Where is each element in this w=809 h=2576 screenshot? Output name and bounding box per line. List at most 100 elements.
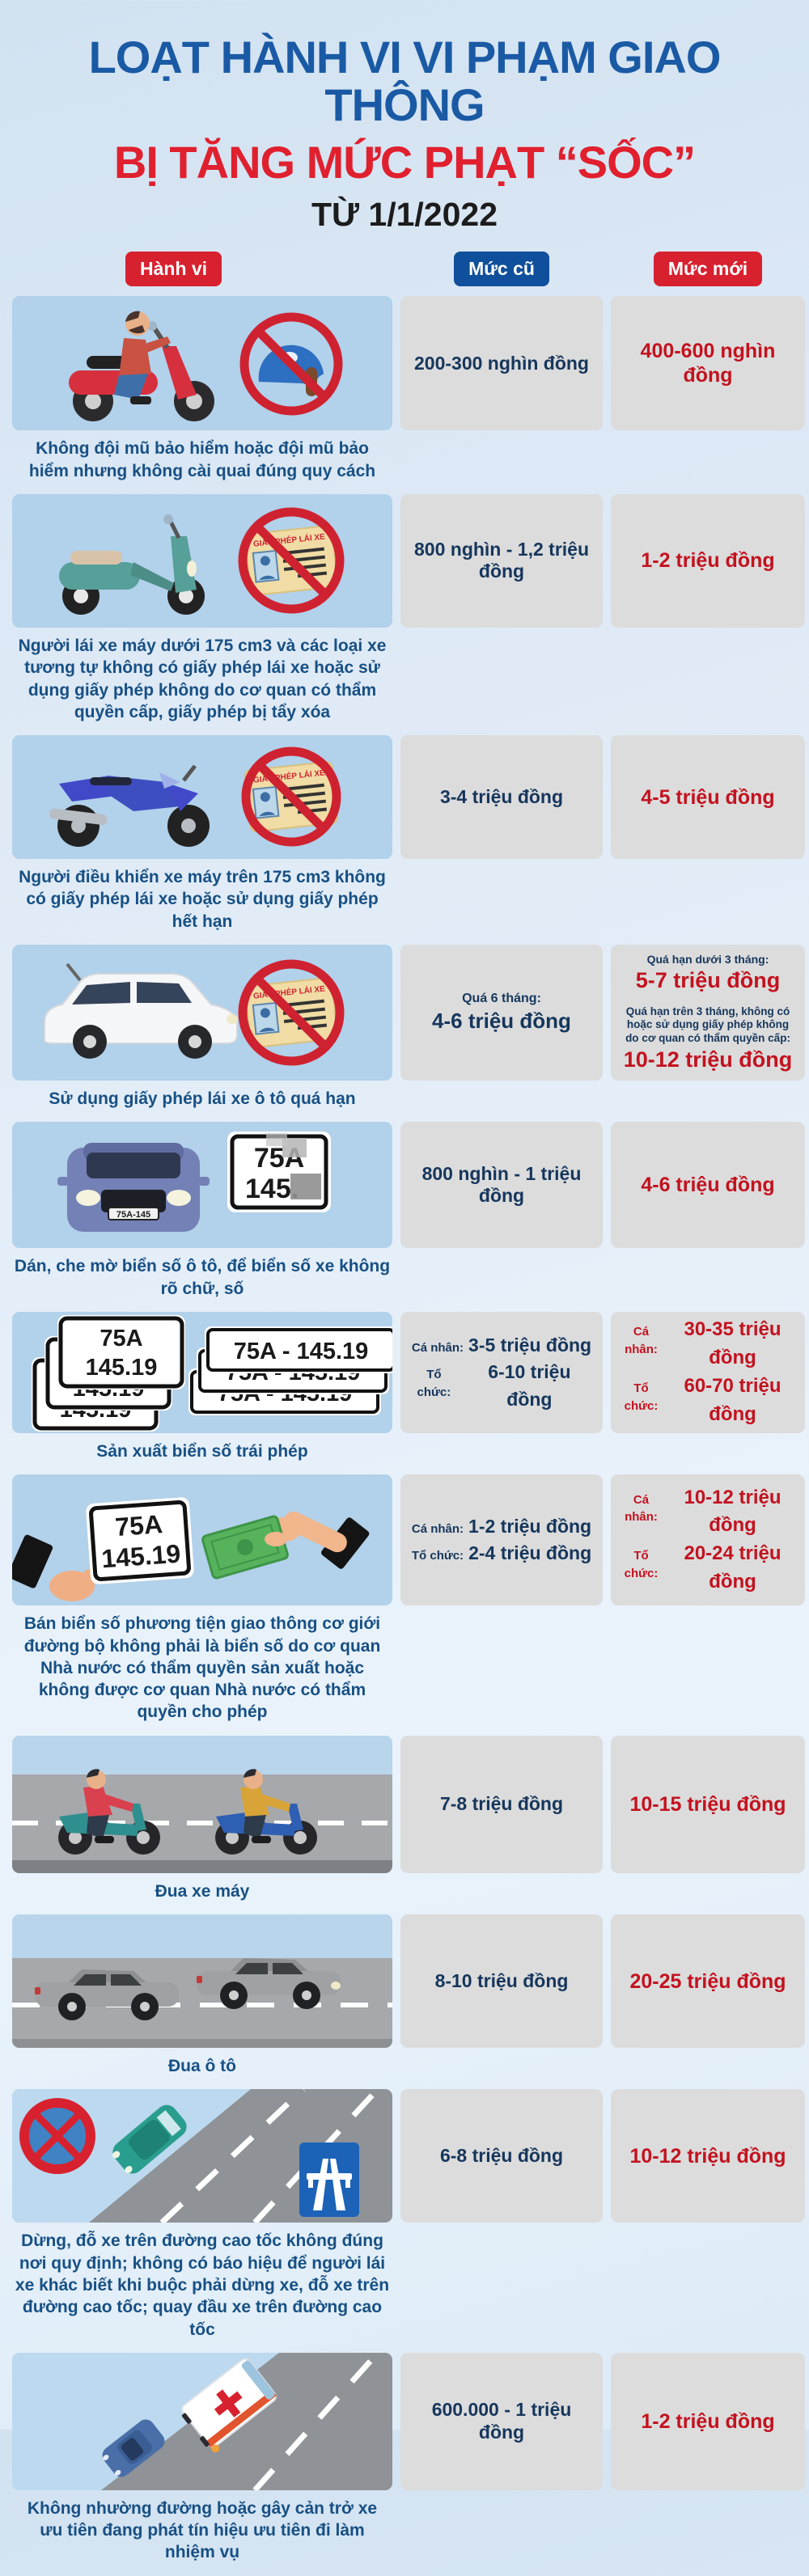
page-title-line2: BỊ TĂNG MỨC PHẠT “SỐC” [113,136,696,188]
plate-smudge [290,1174,321,1200]
new-fine-cell: 20-25 triệu đồng [611,1914,805,2049]
old-fine-cell: 600.000 - 1 triệu đồng [400,2352,603,2490]
old-fine-cell: Cá nhân: 1-2 triệu đồng Tổ chức: 2-4 tri… [400,1474,603,1606]
no-license-motorbike-illustration: GIẤY PHÉP LÁI XE [12,735,392,860]
new-fine-value: 10-12 triệu đồng [623,1047,793,1072]
new-fine-value: 1-2 triệu đồng [641,2409,775,2433]
racing-motorbikes-icon [12,1735,392,1873]
new-fine-case: Tổ chức: 60-70 triệu đồng [619,1373,797,1429]
new-fine-value: 1-2 triệu đồng [641,549,775,573]
new-fine-condition: Quá hạn dưới 3 tháng: [646,952,769,966]
page-title-date: TỪ 1/1/2022 [311,196,498,234]
plate-text: 75A [114,1509,163,1542]
sportbike-no-license-icon: GIẤY PHÉP LÁI XE [49,747,341,848]
plate-text: 75A - 145.19 [234,1339,369,1364]
table-row: 6-8 triệu đồng 10-12 triệu đồng Dừng, đỗ… [12,2089,809,2352]
case-label: Tổ chức: [624,1549,659,1580]
old-fine-value: 6-8 triệu đồng [439,2145,564,2167]
bumper-plate-text: 75A-145 [116,1210,150,1220]
new-fine-condition: Quá hạn trên 3 tháng, không có hoặc sử d… [625,1005,790,1045]
new-fine-cell: 10-15 triệu đồng [611,1735,805,1873]
violation-caption: Người lái xe máy dưới 175 cm3 và các loạ… [18,636,387,721]
new-fine-cell: 4-6 triệu đồng [611,1122,805,1249]
no-helmet-illustration [12,296,392,431]
case-value: 6-10 triệu đồng [488,1361,571,1410]
case-label: Cá nhân: [411,1340,464,1355]
violation-caption: Đua xe máy [155,1881,250,1901]
case-value: 2-4 triệu đồng [468,1542,592,1564]
table-row: GIẤY PHÉP LÁI XE Quá 6 tháng: 4-6 triệu … [12,945,809,1122]
new-fine-value: 20-25 triệu đồng [629,1969,786,1993]
old-fine-case: Tổ chức: 2-4 triệu đồng [412,1540,591,1567]
case-label: Cá nhân: [411,1521,464,1536]
old-fine-cell: 7-8 triệu đồng [400,1735,603,1873]
new-fine-case: Cá nhân: 10-12 triệu đồng [619,1484,797,1541]
table-row: 7-8 triệu đồng 10-15 triệu đồng Đua xe m… [12,1735,809,1914]
violation-caption: Đua ô tô [168,2057,236,2076]
new-fine-case: Cá nhân: 30-35 triệu đồng [619,1316,797,1373]
ambulance-icon [181,2358,277,2453]
case-label: Cá nhân: [625,1325,658,1357]
new-fine-cell: 4-5 triệu đồng [611,735,805,860]
old-fine-cell: 8-10 triệu đồng [400,1914,603,2049]
case-value: 20-24 triệu đồng [684,1542,781,1593]
old-fine-cell: Cá nhân: 3-5 triệu đồng Tổ chức: 6-10 tr… [400,1311,603,1433]
old-fine-value: 600.000 - 1 triệu đồng [431,2399,572,2443]
old-fine-case: Cá nhân: 3-5 triệu đồng [412,1332,591,1359]
plate-text: 75A [100,1326,142,1351]
table-row: GIẤY PHÉP LÁI XE 3-4 triệu đồng 4-5 triệ… [12,735,809,945]
case-value: 1-2 triệu đồng [468,1515,592,1537]
old-fine-cell: 800 nghìn - 1,2 triệu đồng [400,493,603,628]
table-row: 8-10 triệu đồng 20-25 triệu đồng Đua ô t… [12,1914,809,2089]
new-fine-cell: 1-2 triệu đồng [611,493,805,628]
case-label: Cá nhân: [625,1492,658,1525]
violation-caption: Không nhường đường hoặc gây cản trở xe ư… [27,2498,378,2562]
new-fine-case: Tổ chức: 20-24 triệu đồng [619,1540,797,1597]
new-fine-value: 4-5 triệu đồng [641,785,775,809]
table-row: 75A 145.19 75A 145.19 75A 145.19 [12,1311,809,1474]
scooter-rider-no-helmet-icon [69,311,343,422]
new-fine-cell: 10-12 triệu đồng [611,2089,805,2223]
page-title-line1: LOẠT HÀNH VI VI PHẠM GIAO THÔNG [88,32,722,130]
column-header-behavior: Hành vi [125,252,222,287]
plate-text: 145.19 [100,1539,181,1574]
violation-caption: Không đội mũ bảo hiểm hoặc đội mũ bảo hi… [28,439,376,480]
expired-license-car-illustration: GIẤY PHÉP LÁI XE [12,945,392,1081]
table-row: 75A-145 75A 145. 800 nghìn - 1 triệu đồn… [12,1122,809,1312]
table-row: 75A 145.19 Cá nhân: 1-2 triệu đồng [12,1474,809,1735]
violation-caption: Sản xuất biển số trái phép [96,1441,308,1461]
racing-cars-icon [12,1914,392,2049]
old-fine-condition: Quá 6 tháng: [462,992,541,1006]
table-row: 200-300 nghìn đồng 400-600 nghìn đồng Kh… [12,296,809,494]
old-fine-value: 800 nghìn - 1 triệu đồng [421,1162,582,1207]
new-fine-value: 400-600 nghìn đồng [640,340,776,387]
case-value: 30-35 triệu đồng [684,1318,781,1369]
plate-selling-illustration: 75A 145.19 [12,1474,392,1606]
violation-caption: Sử dụng giấy phép lái xe ô tô quá hạn [49,1089,356,1109]
old-fine-value: 8-10 triệu đồng [434,1969,569,1991]
old-fine-cell: 3-4 triệu đồng [400,735,603,860]
violation-caption: Dừng, đỗ xe trên đường cao tốc không đún… [15,2231,390,2339]
new-fine-cell: Cá nhân: 30-35 triệu đồng Tổ chức: 60-70… [611,1311,805,1433]
column-header-old-fine: Mức cũ [454,252,549,287]
violation-caption: Dán, che mờ biển số ô tô, để biển số xe … [14,1257,391,1298]
old-fine-cell: Quá 6 tháng: 4-6 triệu đồng [400,945,603,1081]
car-racing-illustration [12,1914,392,2049]
violation-caption: Bán biển số phương tiện giao thông cơ gi… [23,1614,381,1722]
obscured-plate-illustration: 75A-145 75A 145. [12,1122,392,1249]
old-fine-cell: 800 nghìn - 1 triệu đồng [400,1122,603,1249]
square-plate-bottom-text: 145. [245,1174,299,1204]
case-label: Tổ chức: [411,1549,464,1563]
table-row: GIẤY PHÉP LÁI XE 800 nghìn - 1,2 triệu đ… [12,493,809,735]
plate-smudge [266,1133,287,1147]
new-fine-cell: 400-600 nghìn đồng [611,296,805,431]
new-fine-value: 10-12 triệu đồng [629,2144,786,2168]
plate-for-money-icon: 75A 145.19 [12,1497,370,1602]
car-obscured-plate-icon: 75A-145 75A 145. [57,1131,331,1233]
motorbike-racing-illustration [12,1735,392,1873]
old-fine-value: 4-6 triệu đồng [432,1009,571,1034]
car-on-highway [112,2104,187,2174]
old-fine-value: 3-4 triệu đồng [439,785,564,807]
car-no-license-icon: GIẤY PHÉP LÁI XE [44,959,345,1066]
case-label: Tổ chức: [624,1381,659,1413]
